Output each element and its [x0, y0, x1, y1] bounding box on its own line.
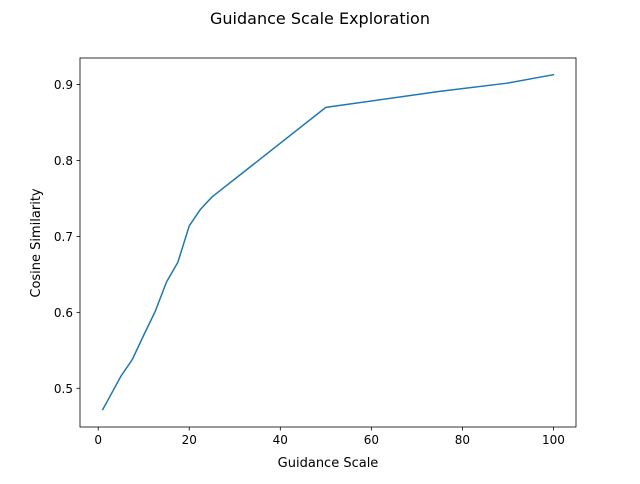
x-tick-label: 0	[94, 433, 102, 447]
y-tick-label: 0.7	[54, 230, 73, 244]
y-tick-label: 0.5	[54, 382, 73, 396]
y-tick-label: 0.6	[54, 306, 73, 320]
series-line-0	[101, 73, 555, 411]
x-tick-label: 80	[455, 433, 470, 447]
x-tick-label: 20	[182, 433, 197, 447]
y-tick-label: 0.8	[54, 154, 73, 168]
axes-frame	[79, 57, 577, 428]
x-tick-label: 40	[273, 433, 288, 447]
chart-title: Guidance Scale Exploration	[210, 9, 430, 28]
x-tick-label: 60	[364, 433, 379, 447]
x-axis-label: Guidance Scale	[278, 456, 379, 471]
x-tick-label: 100	[542, 433, 565, 447]
y-tick-label: 0.9	[54, 78, 73, 92]
y-axis-label: Cosine Similarity	[29, 188, 44, 298]
plot-area: 0 20 40 60 80 100 0.5 0.6 0.7 0.8 0.9	[54, 57, 577, 447]
